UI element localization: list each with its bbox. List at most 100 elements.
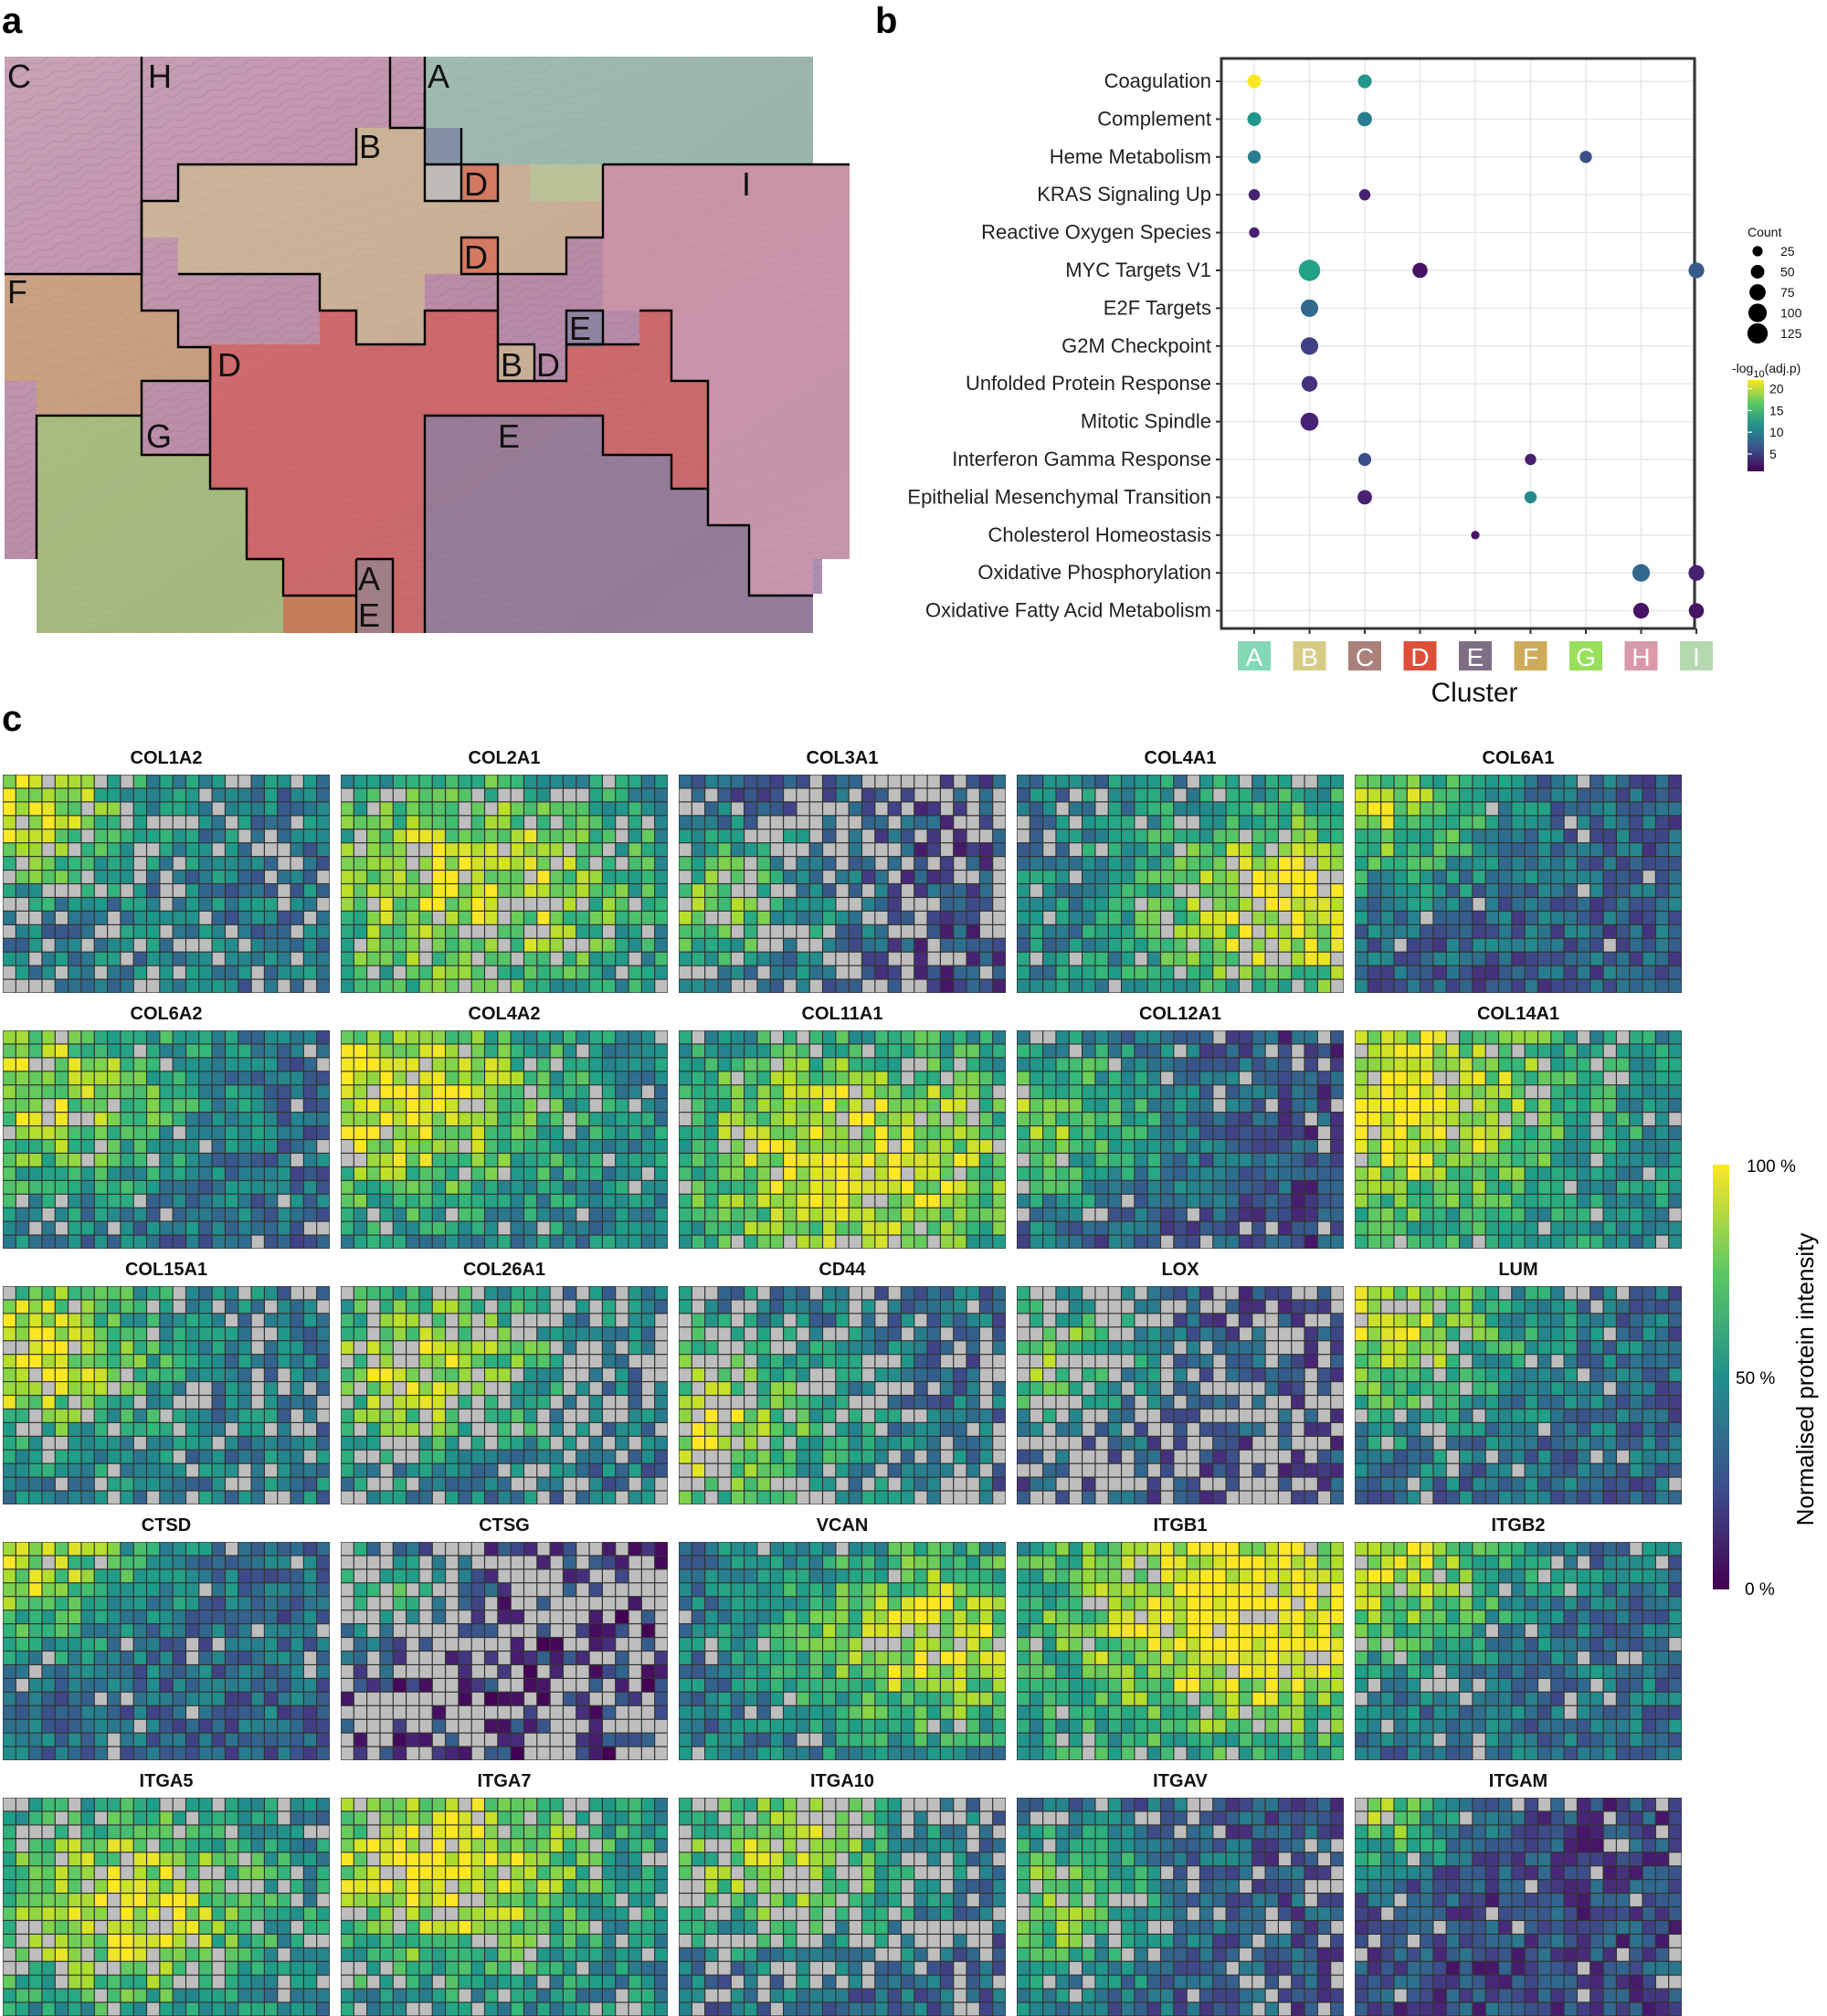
heatmap-cell (3, 1368, 16, 1381)
heatmap-cell (367, 1099, 380, 1113)
heatmap-cell (809, 1140, 822, 1153)
heatmap-cell (784, 788, 797, 802)
heatmap-cell (1147, 966, 1160, 979)
heatmap-cell (524, 1154, 537, 1166)
heatmap-cell (1226, 871, 1239, 883)
heatmap-cell (432, 1180, 445, 1194)
heatmap-cell (993, 1113, 1006, 1125)
heatmap-cell (1226, 1099, 1239, 1113)
heatmap-cell (393, 1368, 406, 1381)
heatmap-cell (212, 1099, 225, 1113)
heatmap-cell (641, 1126, 655, 1139)
heatmap-cell (3, 884, 16, 897)
heatmap-cell (459, 884, 471, 897)
heatmap-cell (1252, 775, 1265, 788)
heatmap-cell (836, 871, 849, 883)
heatmap-cell (564, 1355, 576, 1368)
heatmap-cell (16, 938, 29, 952)
heatmap-cell (941, 1126, 954, 1139)
heatmap-cell (679, 979, 692, 993)
heatmap-cell (1381, 1180, 1394, 1194)
heatmap-cell (1368, 1235, 1381, 1249)
heatmap-cell (770, 843, 783, 857)
heatmap-cell (1420, 1235, 1433, 1249)
heatmap-cell (341, 1450, 354, 1463)
heatmap-cell (1381, 802, 1394, 816)
heatmap-cell (42, 1099, 55, 1113)
heatmap-cell (1578, 1085, 1590, 1099)
heatmap-cell (1578, 884, 1590, 897)
heatmap-cell (628, 952, 641, 966)
heatmap-cell (212, 911, 225, 924)
heatmap-cell (186, 1341, 199, 1355)
heatmap-cell (251, 966, 264, 979)
heatmap-cell (576, 1409, 589, 1422)
heatmap-cell (265, 1463, 278, 1477)
heatmap-cell (1174, 1140, 1187, 1153)
heatmap-cell (902, 911, 914, 924)
heatmap-cell (199, 1126, 212, 1139)
heatmap-cell (1473, 816, 1485, 829)
heatmap-cell (238, 911, 251, 924)
heatmap-cell (238, 788, 251, 802)
heatmap-cell (1617, 1140, 1630, 1153)
heatmap-cell (471, 1113, 484, 1125)
heatmap-cell (3, 952, 16, 966)
dot-C-2 (1357, 111, 1372, 127)
heatmap-cell (616, 1180, 628, 1194)
heatmap-cell (1630, 857, 1642, 870)
heatmap-cell (380, 1166, 393, 1180)
heatmap-cell (1355, 1235, 1368, 1249)
heatmap-cell (419, 1113, 432, 1125)
heatmap-cell (655, 1235, 668, 1249)
heatmap-cell (1420, 857, 1433, 870)
heatmap-cell (380, 1450, 393, 1463)
heatmap-cell (238, 1286, 251, 1300)
heatmap-cell (446, 1194, 459, 1208)
heatmap-cell (692, 911, 705, 924)
heatmap-cell (1213, 898, 1226, 911)
heatmap-cell (42, 1154, 55, 1166)
heatmap-cell (3, 924, 16, 938)
heatmap-cell (317, 884, 330, 897)
heatmap-cell (1564, 1085, 1577, 1099)
heatmap-cell (576, 1341, 589, 1355)
heatmap-cell (42, 1071, 55, 1085)
heatmap-cell (278, 1491, 290, 1504)
heatmap-cell (212, 1113, 225, 1125)
heatmap-cell (1485, 924, 1498, 938)
heatmap-cell (303, 1058, 317, 1071)
heatmap-cell (459, 966, 471, 979)
heatmap-cell (1394, 1194, 1407, 1208)
heatmap-cell (537, 1450, 550, 1463)
heatmap-cell (1420, 1071, 1433, 1085)
heatmap-cell (186, 1030, 199, 1044)
heatmap-cell (1240, 952, 1252, 966)
heatmap-cell (1292, 775, 1304, 788)
heatmap-cell (1512, 952, 1525, 966)
heatmap-cell (1420, 952, 1433, 966)
heatmap-cell (419, 1166, 432, 1180)
heatmap-cell (1122, 1166, 1135, 1180)
heatmap-cell (81, 938, 94, 952)
heatmap-cell (1069, 938, 1082, 952)
heatmap-cell (1617, 843, 1630, 857)
heatmap-cell (836, 1180, 849, 1194)
heatmap-cell (511, 1221, 523, 1235)
heatmap-cell (1499, 1044, 1512, 1058)
heatmap-cell (251, 924, 264, 938)
heatmap-cell (979, 1113, 993, 1125)
heatmap-cell (1082, 911, 1095, 924)
heatmap-cell (705, 911, 718, 924)
heatmap-cell (367, 1286, 380, 1300)
heatmap-cell (471, 857, 484, 870)
heatmap-cell (655, 1300, 668, 1314)
heatmap-cell (1265, 952, 1278, 966)
heatmap-cell (550, 775, 563, 788)
size-legend-dot (1752, 246, 1763, 257)
heatmap-cell (757, 843, 770, 857)
heatmap-cell (1433, 1071, 1446, 1085)
heatmap-cell (966, 1235, 979, 1249)
heatmap-cell (354, 1286, 367, 1300)
heatmap-cell (603, 898, 616, 911)
